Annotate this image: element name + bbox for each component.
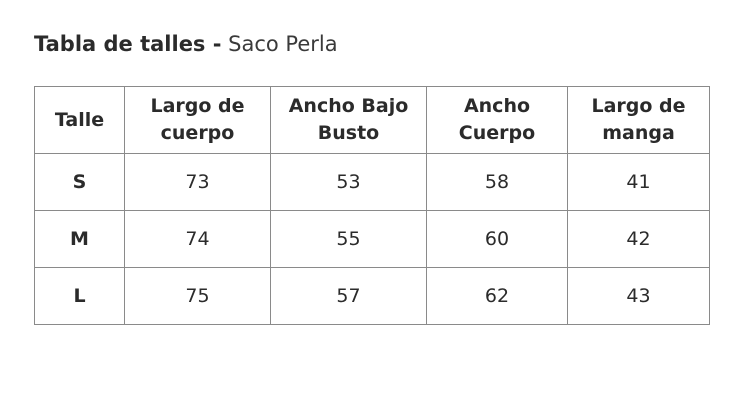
column-header-label: Largo de manga (591, 95, 686, 144)
table-cell: 74 (124, 210, 271, 268)
table-header-row: Talle Largo de cuerpo Ancho Bajo Busto A… (34, 86, 710, 154)
size-label-cell: M (34, 210, 125, 268)
table-row: M 74 55 60 42 (34, 210, 710, 268)
column-header-ancho-bajo-busto: Ancho Bajo Busto (270, 86, 427, 154)
table-row: S 73 53 58 41 (34, 153, 710, 211)
column-header-ancho-cuerpo: Ancho Cuerpo (426, 86, 568, 154)
column-header-label: Talle (54, 108, 105, 131)
title-product-name: Saco Perla (228, 32, 338, 56)
column-header-label: Ancho Cuerpo (458, 95, 536, 144)
table-cell: 62 (426, 267, 568, 325)
table-cell: 73 (124, 153, 271, 211)
column-header-label: Largo de cuerpo (150, 95, 245, 144)
table-cell: 41 (567, 153, 710, 211)
table-cell: 75 (124, 267, 271, 325)
title-prefix: Tabla de talles - (34, 32, 222, 56)
column-header-talle: Talle (34, 86, 125, 154)
size-chart-table: Talle Largo de cuerpo Ancho Bajo Busto A… (34, 86, 710, 325)
table-cell: 42 (567, 210, 710, 268)
table-cell: 57 (270, 267, 427, 325)
page-title: Tabla de talles - Saco Perla (34, 30, 338, 58)
size-label-cell: L (34, 267, 125, 325)
column-header-largo-manga: Largo de manga (567, 86, 710, 154)
table-row: L 75 57 62 43 (34, 267, 710, 325)
table-cell: 60 (426, 210, 568, 268)
column-header-largo-cuerpo: Largo de cuerpo (124, 86, 271, 154)
table-cell: 43 (567, 267, 710, 325)
column-header-label: Ancho Bajo Busto (288, 95, 409, 144)
size-label-cell: S (34, 153, 125, 211)
table-cell: 53 (270, 153, 427, 211)
table-cell: 55 (270, 210, 427, 268)
table-cell: 58 (426, 153, 568, 211)
